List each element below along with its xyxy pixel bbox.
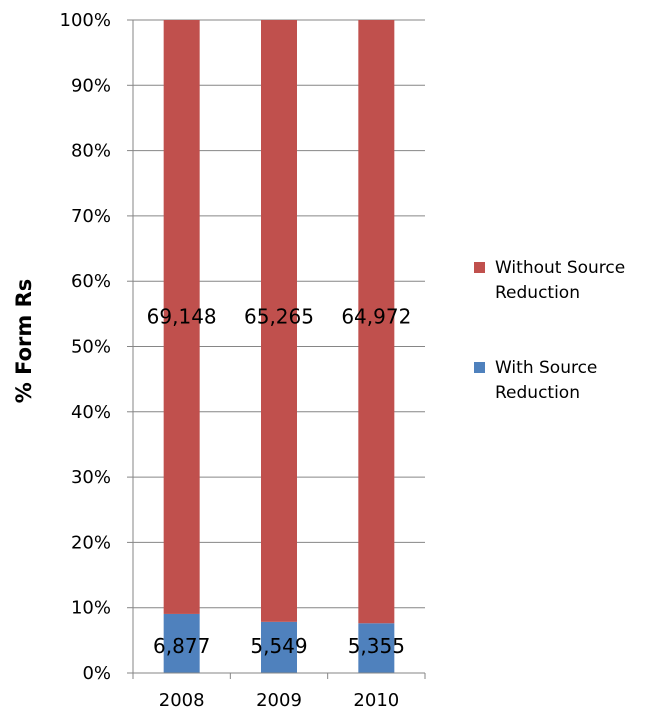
bar-with-source-reduction-2008 <box>163 613 200 673</box>
x-tick-label: 2010 <box>353 690 399 711</box>
y-tick-label: 90% <box>71 75 111 96</box>
legend-label: Reduction <box>495 383 580 403</box>
y-tick-label: 50% <box>71 337 111 358</box>
y-tick-labels: 0% 10% 20% 30% 40% 50% 60% 70% 80% 90% 100% <box>60 10 111 684</box>
x-tick-label: 2008 <box>159 690 205 711</box>
y-axis-title: % Form Rs <box>12 279 36 404</box>
data-label: 5,355 <box>348 634 405 658</box>
bar-without-source-reduction-2010 <box>358 20 395 624</box>
legend-swatch <box>474 262 485 273</box>
bar-without-source-reduction-2008 <box>163 20 200 614</box>
data-label: 6,877 <box>153 634 210 658</box>
legend: Without Source Reduction With Source Reduct… <box>474 258 625 403</box>
bar-with-source-reduction-2009 <box>261 621 297 673</box>
y-tick-label: 60% <box>71 271 111 292</box>
y-tick-label: 0% <box>82 663 111 684</box>
bar-with-source-reduction-2010 <box>358 623 395 673</box>
y-tick-label: 30% <box>71 467 111 488</box>
legend-label: Reduction <box>495 283 580 303</box>
data-label: 69,148 <box>147 305 217 329</box>
y-tick-label: 20% <box>71 532 111 553</box>
legend-label: Without Source <box>495 258 625 278</box>
bar-without-source-reduction-2009 <box>261 20 297 622</box>
axes <box>127 19 426 679</box>
x-tick-label: 2009 <box>256 690 302 711</box>
data-label: 65,265 <box>244 305 314 329</box>
data-label: 64,972 <box>341 305 411 329</box>
data-labels: 6,877 69,148 5,549 65,265 5,355 64,972 <box>147 305 412 658</box>
y-tick-label: 40% <box>71 402 111 423</box>
y-tick-label: 80% <box>71 141 111 162</box>
y-tick-label: 70% <box>71 206 111 227</box>
y-tick-label: 10% <box>71 598 111 619</box>
y-tick-label: 100% <box>60 10 111 31</box>
legend-label: With Source <box>495 358 597 378</box>
legend-swatch <box>474 362 485 373</box>
bars <box>163 20 395 673</box>
x-tick-labels: 2008 2009 2010 <box>159 690 399 711</box>
data-label: 5,549 <box>250 634 307 658</box>
